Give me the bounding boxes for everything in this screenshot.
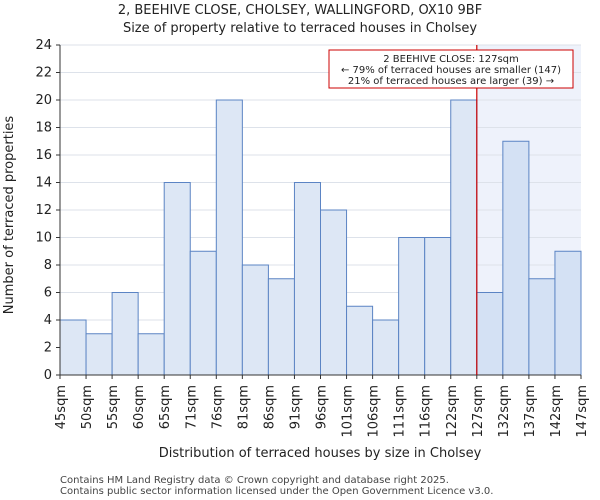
y-tick-label-1: 2: [44, 341, 52, 356]
x-tick-label-71sqm: 71sqm: [184, 385, 199, 429]
bar-86sqm: [267, 278, 295, 376]
bar-65sqm: [163, 182, 191, 376]
y-tick-label-5: 10: [35, 231, 52, 246]
x-tick-label-76sqm: 76sqm: [210, 385, 225, 429]
x-tick-label-86sqm: 86sqm: [262, 385, 277, 429]
x-tick-label-60sqm: 60sqm: [132, 385, 147, 429]
x-tick-label-55sqm: 55sqm: [106, 385, 121, 429]
y-tick-label-7: 14: [35, 176, 52, 191]
chart-subtitle: Size of property relative to terraced ho…: [123, 21, 477, 36]
bar-50sqm: [85, 333, 113, 376]
x-tick-label-127sqm: 127sqm: [471, 385, 486, 438]
bar-71sqm: [189, 250, 217, 376]
x-tick-label-91sqm: 91sqm: [288, 385, 303, 429]
x-tick-label-106sqm: 106sqm: [367, 385, 382, 438]
footer-line-1: Contains HM Land Registry data © Crown c…: [60, 475, 449, 486]
x-tick-label-142sqm: 142sqm: [549, 385, 564, 438]
bar-132sqm: [502, 140, 530, 376]
bar-116sqm: [424, 237, 452, 376]
x-tick-label-122sqm: 122sqm: [445, 385, 460, 438]
y-tick-label-10: 20: [35, 93, 52, 108]
bar-111sqm: [398, 237, 426, 376]
y-tick-label-11: 22: [35, 66, 52, 81]
bar-60sqm: [137, 333, 165, 376]
annotation-line-2: ← 79% of terraced houses are smaller (14…: [341, 65, 561, 76]
annotation-line-3: 21% of terraced houses are larger (39) →: [348, 76, 554, 87]
bar-81sqm: [241, 264, 269, 376]
y-tick-label-0: 0: [44, 368, 52, 383]
x-tick-label-111sqm: 111sqm: [393, 385, 408, 438]
x-tick-label-45sqm: 45sqm: [54, 385, 69, 429]
bar-122sqm: [450, 99, 478, 376]
x-tick-label-96sqm: 96sqm: [315, 385, 330, 429]
annotation-box: [328, 49, 574, 89]
x-tick-label-116sqm: 116sqm: [419, 385, 434, 438]
y-tick-label-6: 12: [35, 203, 52, 218]
chart-title: 2, BEEHIVE CLOSE, CHOLSEY, WALLINGFORD, …: [118, 3, 482, 18]
y-axis-label: Number of terraced properties: [2, 116, 17, 315]
bar-127sqm: [476, 292, 504, 376]
y-tick-label-8: 16: [35, 148, 52, 163]
bar-137sqm: [528, 278, 556, 376]
bar-91sqm: [293, 182, 322, 376]
y-tick-label-12: 24: [35, 38, 52, 53]
bar-142sqm: [554, 250, 582, 376]
x-tick-label-81sqm: 81sqm: [236, 385, 251, 429]
x-tick-label-147sqm: 147sqm: [575, 385, 590, 438]
bar-106sqm: [372, 319, 400, 376]
annotation-line-1: 2 BEEHIVE CLOSE: 127sqm: [383, 54, 519, 65]
bar-101sqm: [346, 305, 374, 376]
x-tick-label-65sqm: 65sqm: [158, 385, 173, 429]
y-tick-label-4: 8: [44, 258, 52, 273]
x-tick-label-137sqm: 137sqm: [523, 385, 538, 438]
y-tick-label-3: 6: [44, 286, 52, 301]
y-tick-label-2: 4: [44, 313, 52, 328]
x-axis-label: Distribution of terraced houses by size …: [159, 446, 482, 461]
bar-55sqm: [111, 292, 139, 376]
x-tick-label-132sqm: 132sqm: [497, 385, 512, 438]
bar-96sqm: [320, 209, 348, 376]
y-tick-label-9: 18: [35, 121, 52, 136]
x-tick-label-101sqm: 101sqm: [341, 385, 356, 438]
x-tick-label-50sqm: 50sqm: [80, 385, 95, 429]
bar-76sqm: [215, 99, 243, 376]
bar-45sqm: [59, 319, 87, 376]
footer-line-2: Contains public sector information licen…: [60, 486, 493, 497]
